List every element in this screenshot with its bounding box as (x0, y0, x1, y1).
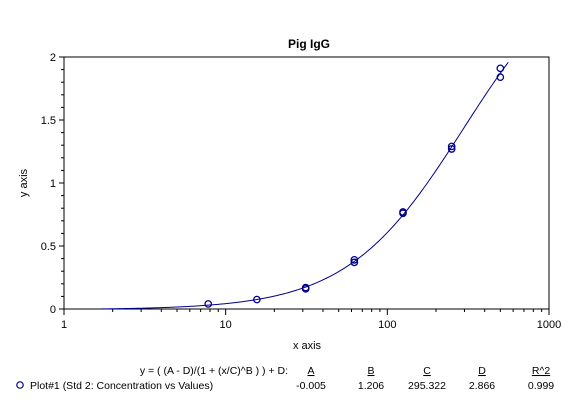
x-axis: 1 10 100 1000 (61, 309, 561, 331)
y-tick-label: 1 (50, 178, 56, 190)
data-point (253, 295, 261, 304)
legend-param-header: D (478, 365, 486, 377)
x-tick-label: 100 (378, 319, 396, 331)
legend-equation: y = ( (A - D)/(1 + (x/C)^B ) ) + D: (140, 365, 288, 377)
legend-marker (16, 381, 24, 389)
x-tick-label: 1 (61, 319, 67, 331)
legend-param-value: 2.866 (469, 380, 495, 392)
data-point (350, 258, 359, 267)
data-point (496, 64, 505, 73)
x-axis-label: x axis (293, 340, 322, 352)
legend-param-header: A (307, 365, 314, 377)
x-tick-label: 1000 (537, 319, 561, 331)
legend-param-header: R^2 (532, 365, 551, 377)
y-tick-label: 0 (50, 304, 56, 316)
data-point (204, 300, 213, 308)
y-axis-label: y axis (18, 168, 30, 197)
data-point (399, 208, 407, 216)
legend-param-value: -0.005 (296, 380, 326, 392)
data-point (496, 73, 505, 82)
legend-param-header: B (367, 365, 374, 377)
y-axis: 0 0.5 1 1.5 2 (41, 52, 64, 316)
data-point (350, 256, 359, 264)
legend-param-header: C (423, 365, 431, 377)
legend-series-name: Plot#1 (Std 2: Concentration vs Values) (30, 380, 213, 392)
x-tick-label: 10 (220, 319, 232, 331)
legend-param-value: 1.206 (358, 380, 384, 392)
legend: y = ( (A - D)/(1 + (x/C)^B ) ) + D: A B C D… (16, 365, 554, 392)
plot-area (63, 56, 550, 310)
data-point (301, 283, 310, 292)
fit-curve (101, 61, 509, 310)
legend-param-value: 295.322 (408, 380, 446, 392)
y-tick-label: 0.5 (41, 241, 56, 253)
chart-title: Pig IgG (288, 37, 330, 51)
data-point (447, 142, 456, 151)
data-point (447, 145, 456, 153)
data-points (204, 64, 505, 308)
y-tick-label: 2 (50, 52, 56, 64)
y-tick-label: 1.5 (41, 115, 56, 127)
legend-param-value: 0.999 (528, 380, 554, 392)
